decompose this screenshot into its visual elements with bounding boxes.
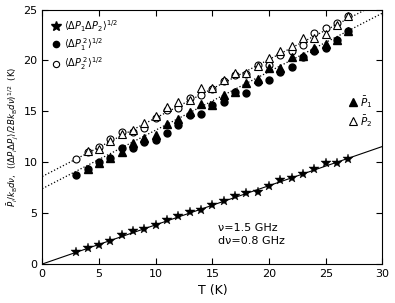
Text: ν=1.5 GHz
dν=0.8 GHz: ν=1.5 GHz dν=0.8 GHz <box>218 222 285 246</box>
Legend: $\bar{P}_1$, $\bar{P}_2$: $\bar{P}_1$, $\bar{P}_2$ <box>348 93 374 130</box>
X-axis label: T (K): T (K) <box>198 285 227 298</box>
Y-axis label: $\bar{P}_i / k_\mathrm{B} d\nu$,  $(\langle\Delta P_i\Delta P_j\rangle / 2Bk_\ma: $\bar{P}_i / k_\mathrm{B} d\nu$, $(\lang… <box>6 67 21 207</box>
